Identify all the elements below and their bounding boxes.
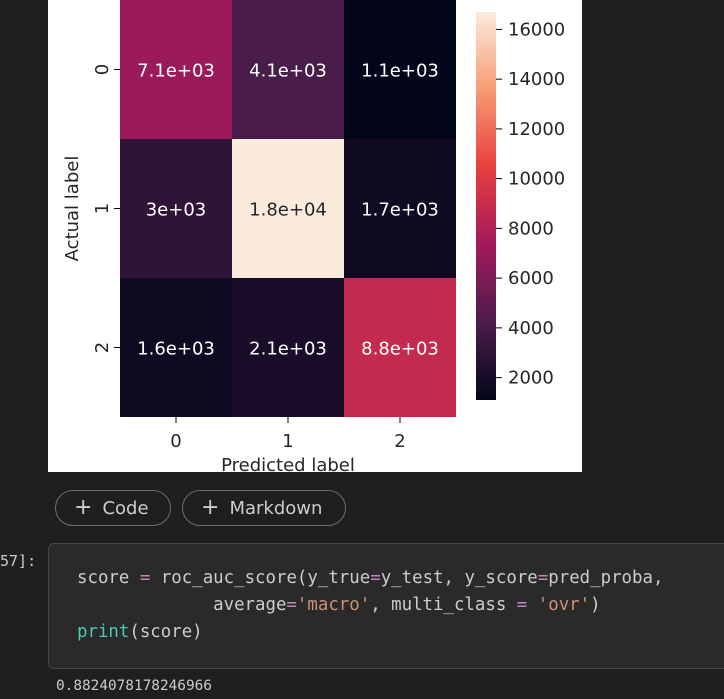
x-tick-label: 0 — [170, 431, 181, 452]
colorbar-tick-label: 16000 — [508, 19, 565, 40]
cell-annotation: 1.1e+03 — [361, 61, 439, 82]
confusion-matrix-figure: 7.1e+03 4.1e+03 1.1e+03 3e+03 1.8e+04 1.7e+03… — [48, 0, 582, 472]
heatmap-cell — [232, 139, 344, 278]
code-token: average — [213, 595, 287, 615]
heatmap-cell — [344, 0, 456, 139]
y-tick-label: 1 — [92, 203, 113, 214]
code-token: print — [77, 622, 130, 642]
code-token: (score) — [129, 622, 203, 642]
code-token: = — [370, 568, 381, 588]
add-code-cell-button[interactable]: + Code — [55, 490, 171, 526]
code-token: roc_auc_score(y_true — [160, 568, 371, 588]
heatmap-cell — [232, 278, 344, 417]
y-tick-label: 2 — [92, 342, 113, 353]
add-code-label: Code — [102, 497, 149, 519]
heatmap-cell — [120, 278, 232, 417]
heatmap-cell — [344, 139, 456, 278]
code-token: 'ovr' — [537, 595, 591, 615]
x-tick-label: 2 — [394, 431, 405, 452]
cell-annotation: 1.6e+03 — [137, 339, 215, 360]
colorbar-tick-label: 12000 — [508, 119, 565, 140]
code-token: , multi_class — [370, 595, 517, 615]
plus-icon: + — [74, 495, 93, 520]
code-token: score — [77, 568, 130, 588]
y-tick-label: 0 — [92, 64, 113, 75]
add-markdown-label: Markdown — [229, 497, 323, 519]
heatmap-cell — [120, 139, 232, 278]
colorbar-tick-label: 8000 — [508, 218, 554, 239]
cell-annotation: 7.1e+03 — [137, 61, 215, 82]
cell-annotation: 3e+03 — [146, 200, 207, 221]
cell-annotation: 2.1e+03 — [249, 339, 327, 360]
cell-output: 0.8824078178246966 — [56, 678, 212, 694]
confusion-matrix-heatmap: 7.1e+03 4.1e+03 1.1e+03 3e+03 1.8e+04 1.7e+03… — [62, 0, 565, 472]
code-token — [527, 595, 537, 615]
code-token: = — [286, 595, 297, 615]
y-axis-label: Actual label — [62, 156, 83, 262]
code-token: = — [537, 568, 549, 588]
plus-icon: + — [201, 495, 220, 520]
code-token — [77, 595, 213, 615]
code-token: = — [516, 595, 528, 615]
code-token: 'macro' — [296, 595, 371, 615]
code-token: ) — [590, 595, 601, 615]
colorbar-tick-label: 10000 — [508, 169, 565, 190]
add-markdown-cell-button[interactable]: + Markdown — [182, 490, 346, 526]
code-token: pred_proba, — [548, 568, 664, 588]
heatmap-cell — [232, 0, 344, 139]
colorbar-tick-label: 2000 — [508, 368, 554, 389]
heatmap-cell — [120, 0, 232, 139]
execution-count: 57]: — [0, 552, 37, 570]
heatmap-cell — [344, 278, 456, 417]
cell-annotation: 1.8e+04 — [249, 200, 327, 221]
cell-annotation: 1.7e+03 — [361, 200, 439, 221]
x-tick-label: 1 — [282, 431, 293, 452]
code-cell-editor[interactable]: score = roc_auc_score(y_true=y_test, y_s… — [48, 543, 724, 669]
x-axis-label: Predicted label — [221, 455, 355, 472]
cell-annotation: 4.1e+03 — [249, 61, 327, 82]
colorbar-tick-label: 14000 — [508, 69, 565, 90]
code-token: y_test, y_score — [380, 568, 538, 588]
code-text[interactable]: score = roc_auc_score(y_true=y_test, y_s… — [77, 565, 663, 646]
code-token: = — [139, 568, 151, 588]
cell-annotation: 8.8e+03 — [361, 339, 439, 360]
colorbar-tick-label: 4000 — [508, 318, 554, 339]
colorbar — [476, 12, 496, 400]
colorbar-tick-label: 6000 — [508, 268, 554, 289]
